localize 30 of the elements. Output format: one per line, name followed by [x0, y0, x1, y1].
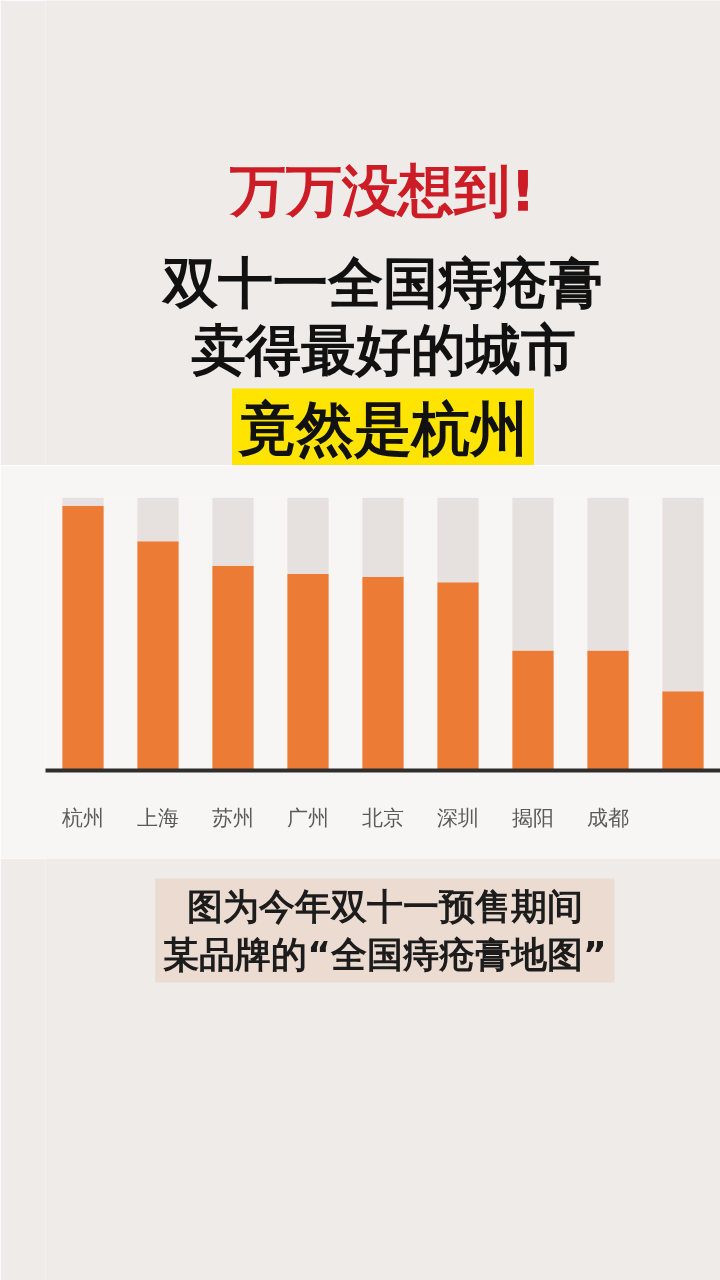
bar: [512, 497, 554, 651]
bar: [587, 650, 629, 771]
bar: [587, 497, 629, 651]
bar: [212, 497, 254, 566]
bar: [362, 576, 404, 771]
bar: [62, 505, 104, 771]
bar: [137, 541, 179, 771]
x-tick-label: 成都: [587, 805, 629, 830]
x-tick-label: 揭阳: [512, 805, 554, 830]
bar: [287, 573, 329, 771]
chart-title: 万万没想到!: [229, 158, 536, 223]
text: 竟然是杭州: [237, 394, 528, 463]
x-tick-label: 广州: [287, 805, 329, 830]
text: 图为今年双十一预售期间某品牌的“全国痔疮膏地图”: [163, 886, 607, 975]
bar: [437, 582, 479, 771]
bar: [287, 497, 329, 574]
bar: [137, 497, 179, 542]
bar: [662, 497, 704, 692]
x-tick-label: 杭州: [61, 805, 104, 830]
x-tick-label: 苏州: [212, 805, 254, 830]
bar: [62, 497, 104, 506]
x-tick-label: 北京: [362, 805, 404, 830]
bar: [512, 650, 554, 771]
bar: [362, 497, 404, 577]
chart-subtitle: 双十一全国痔疮膏卖得最好的城市: [161, 250, 603, 383]
bar: [662, 691, 704, 771]
x-tick-label: 上海: [137, 805, 179, 830]
bar: [437, 497, 479, 583]
x-tick-label: 深圳: [437, 805, 479, 830]
bar: [212, 565, 254, 771]
